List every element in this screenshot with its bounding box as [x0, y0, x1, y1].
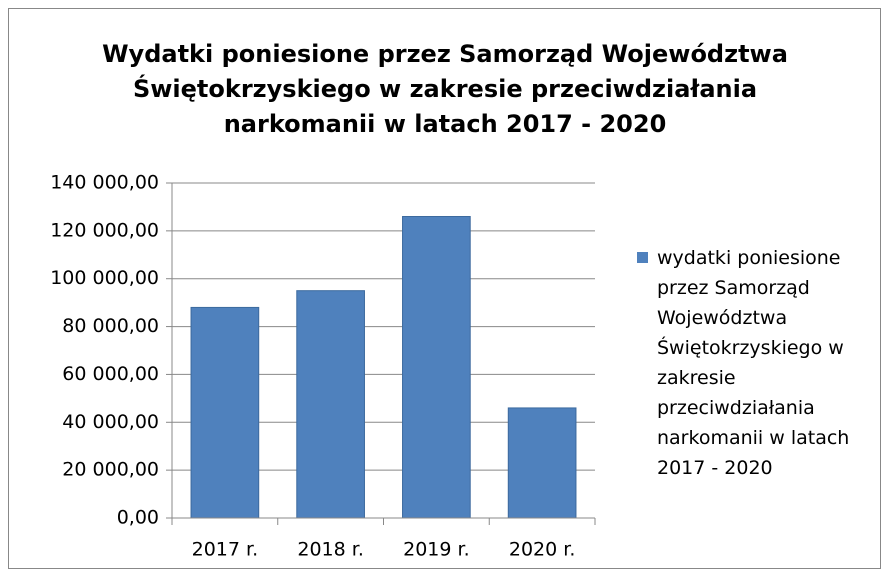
y-tick-label: 20 000,00: [62, 459, 159, 481]
x-tick-label: 2018 r.: [297, 539, 364, 561]
y-tick-label: 80 000,00: [62, 315, 159, 337]
legend-swatch: [637, 252, 648, 263]
x-tick-label: 2020 r.: [509, 539, 576, 561]
y-tick-label: 140 000,00: [50, 172, 159, 194]
x-tick-label: 2017 r.: [192, 539, 259, 561]
y-tick-label: 0,00: [117, 507, 159, 529]
y-tick-label: 100 000,00: [50, 267, 159, 289]
y-tick-label: 120 000,00: [50, 219, 159, 241]
y-tick-label: 60 000,00: [62, 363, 159, 385]
y-tick-label: 40 000,00: [62, 411, 159, 433]
bar: [190, 306, 260, 519]
legend-label: wydatki poniesione przez Samorząd Wojewó…: [657, 247, 850, 479]
chart-title: Wydatki poniesione przez Samorząd Wojewó…: [102, 40, 788, 138]
bar: [402, 216, 471, 519]
bar: [507, 407, 577, 519]
bar: [296, 290, 365, 519]
x-tick-label: 2019 r.: [403, 539, 470, 561]
